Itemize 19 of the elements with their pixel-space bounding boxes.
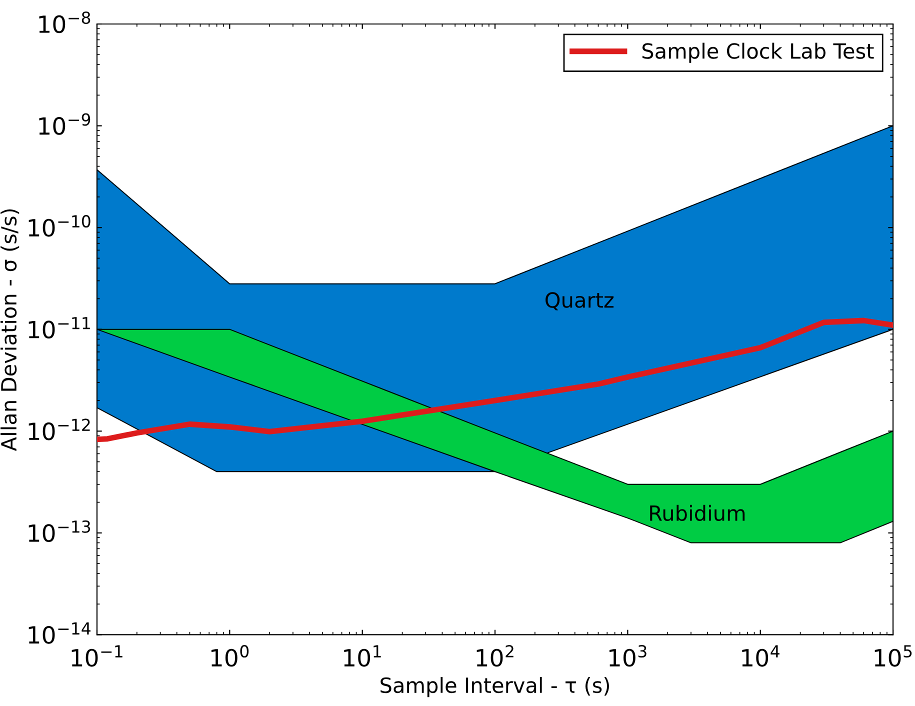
y-tick-label: 10$^{−14}$ xyxy=(28,622,90,644)
x-tick-label: 10$^{−1}$ xyxy=(72,645,122,667)
x-axis-title: Sample Interval - τ (s) xyxy=(380,676,610,698)
legend-label: Sample Clock Lab Test xyxy=(642,42,874,63)
y-tick-label: 10$^{−11}$ xyxy=(28,317,90,338)
x-tick-label: 10$^{5}$ xyxy=(874,645,912,667)
x-tick-label: 10$^{1}$ xyxy=(344,645,381,667)
y-tick-label: 10$^{−13}$ xyxy=(28,520,90,542)
x-tick-label: 10$^{0}$ xyxy=(211,645,249,667)
y-axis-title: Allan Deviation - σ (s/s) xyxy=(0,209,20,452)
y-tick-label: 10$^{−8}$ xyxy=(39,11,90,34)
annotation: Rubidium xyxy=(650,504,745,522)
x-tick-label: 10$^{4}$ xyxy=(742,645,780,667)
annotation: Quartz xyxy=(546,292,614,310)
y-tick-label: 10$^{−10}$ xyxy=(28,215,90,237)
x-tick-label: 10$^{2}$ xyxy=(476,645,514,667)
y-tick-label: 10$^{−12}$ xyxy=(28,418,90,440)
x-tick-label: 10$^{3}$ xyxy=(610,645,646,667)
y-tick-label: 10$^{−9}$ xyxy=(39,113,90,135)
